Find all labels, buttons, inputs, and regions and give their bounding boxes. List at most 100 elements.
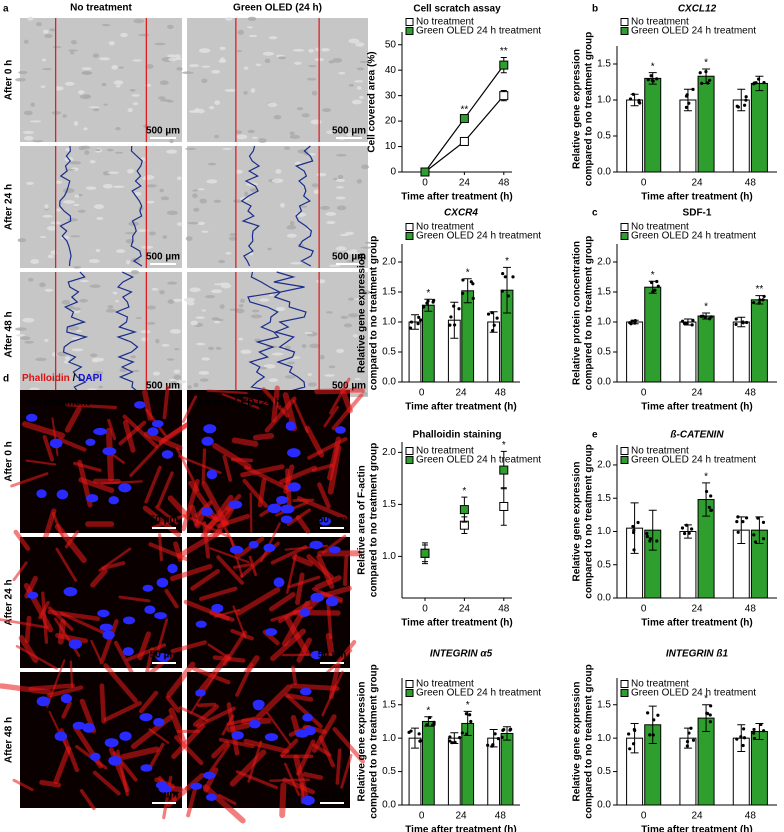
cell-texture <box>130 355 137 359</box>
cell-texture <box>44 33 53 38</box>
stain-name: / <box>73 373 79 384</box>
actin-fiber <box>181 395 198 424</box>
cell-texture <box>190 320 199 326</box>
replicate-dot <box>632 727 636 732</box>
legend-swatch <box>620 27 629 35</box>
cell-texture <box>42 67 52 71</box>
actin-fiber <box>216 555 244 585</box>
chart-title: ß-CATENIN <box>670 430 724 441</box>
cell-texture <box>213 320 221 324</box>
cell-texture <box>348 84 354 87</box>
actin-fiber <box>286 508 311 527</box>
nucleus <box>328 546 341 554</box>
legend-swatch <box>620 456 629 464</box>
chart-title: CXCR4 <box>444 208 478 219</box>
cell-texture <box>308 64 317 68</box>
x-tick-label: 24 <box>455 388 467 399</box>
cell-texture <box>176 222 183 227</box>
nucleus <box>200 507 213 517</box>
cell-texture <box>127 107 133 113</box>
actin-fiber <box>64 406 82 433</box>
error-bar <box>648 509 657 551</box>
nucleus <box>248 719 261 729</box>
cell-texture <box>351 99 362 105</box>
cell-texture <box>199 378 209 382</box>
actin-fiber <box>317 482 331 509</box>
nucleus <box>156 577 169 588</box>
nucleus <box>102 630 115 640</box>
replicate-dot <box>471 296 475 300</box>
cell-texture <box>138 33 150 37</box>
replicate-dot <box>646 711 650 715</box>
bar <box>679 530 697 599</box>
cell-texture <box>219 304 225 310</box>
cell-texture <box>77 90 85 95</box>
cell-texture <box>20 336 31 341</box>
cell-texture <box>280 202 285 208</box>
cell-texture <box>41 58 47 62</box>
cell-texture <box>220 282 230 285</box>
bar <box>750 299 768 383</box>
cell-texture <box>214 100 221 106</box>
y-axis-label: compared to no treatment group <box>369 236 380 390</box>
legend-label: Green OLED 24 h treatment <box>416 688 541 699</box>
nucleus <box>68 639 82 650</box>
scale-bar-label: 50 µm <box>318 790 347 801</box>
cell-texture <box>199 198 207 204</box>
cell-texture <box>326 130 338 135</box>
cell-texture <box>159 290 165 295</box>
cell-texture <box>49 28 56 32</box>
cell-texture <box>83 127 88 131</box>
x-tick-label: 48 <box>495 811 507 822</box>
cell-texture <box>252 136 258 140</box>
replicate-dot <box>651 79 655 83</box>
replicate-dot <box>464 732 469 736</box>
cell-texture <box>319 354 325 360</box>
actin-fiber <box>120 746 160 760</box>
actin-fiber <box>148 542 194 564</box>
cell-texture <box>286 361 296 365</box>
actin-fiber <box>61 701 72 719</box>
cell-texture <box>307 77 317 81</box>
fluorescence-image <box>187 537 350 668</box>
cell-texture <box>131 94 140 97</box>
actin-fiber <box>57 618 66 645</box>
cell-texture <box>145 184 157 188</box>
actin-fiber <box>167 495 191 520</box>
replicate-dot <box>734 322 738 326</box>
replicate-dot <box>496 737 501 741</box>
cell-texture <box>313 189 321 195</box>
cell-texture <box>96 217 104 220</box>
y-tick-label: 0.5 <box>597 131 611 142</box>
x-tick-label: 48 <box>745 604 757 615</box>
cell-texture <box>278 56 287 60</box>
cell-texture <box>63 200 75 204</box>
replicate-dot <box>704 489 709 494</box>
replicate-dot <box>452 304 456 308</box>
migration-front <box>247 271 282 398</box>
legend-swatch <box>405 680 414 688</box>
replicate-dot <box>490 328 495 333</box>
replicate-dot <box>448 739 452 743</box>
cell-texture <box>92 108 100 112</box>
y-tick-label: 1.0 <box>597 317 611 328</box>
cell-texture <box>348 38 360 44</box>
actin-fiber <box>164 588 179 609</box>
y-tick-label: 20 <box>385 116 397 127</box>
scale-bar-label: 500 µm <box>146 381 180 392</box>
legend-swatch <box>405 27 414 35</box>
actin-fiber <box>314 388 365 395</box>
cell-texture <box>64 81 75 86</box>
cell-texture <box>207 162 217 166</box>
replicate-dot <box>691 738 696 742</box>
replicate-dot <box>417 732 421 736</box>
replicate-dot <box>468 713 472 717</box>
y-axis-label: compared to no treatment group <box>369 443 380 597</box>
significance: * <box>651 61 655 72</box>
actin-fiber <box>329 377 351 415</box>
y-axis-label: compared to no treatment group <box>584 444 595 598</box>
row-label: After 48 h <box>4 717 15 763</box>
nucleus <box>151 420 164 428</box>
actin-fiber <box>212 442 252 470</box>
error-bar <box>463 710 472 736</box>
